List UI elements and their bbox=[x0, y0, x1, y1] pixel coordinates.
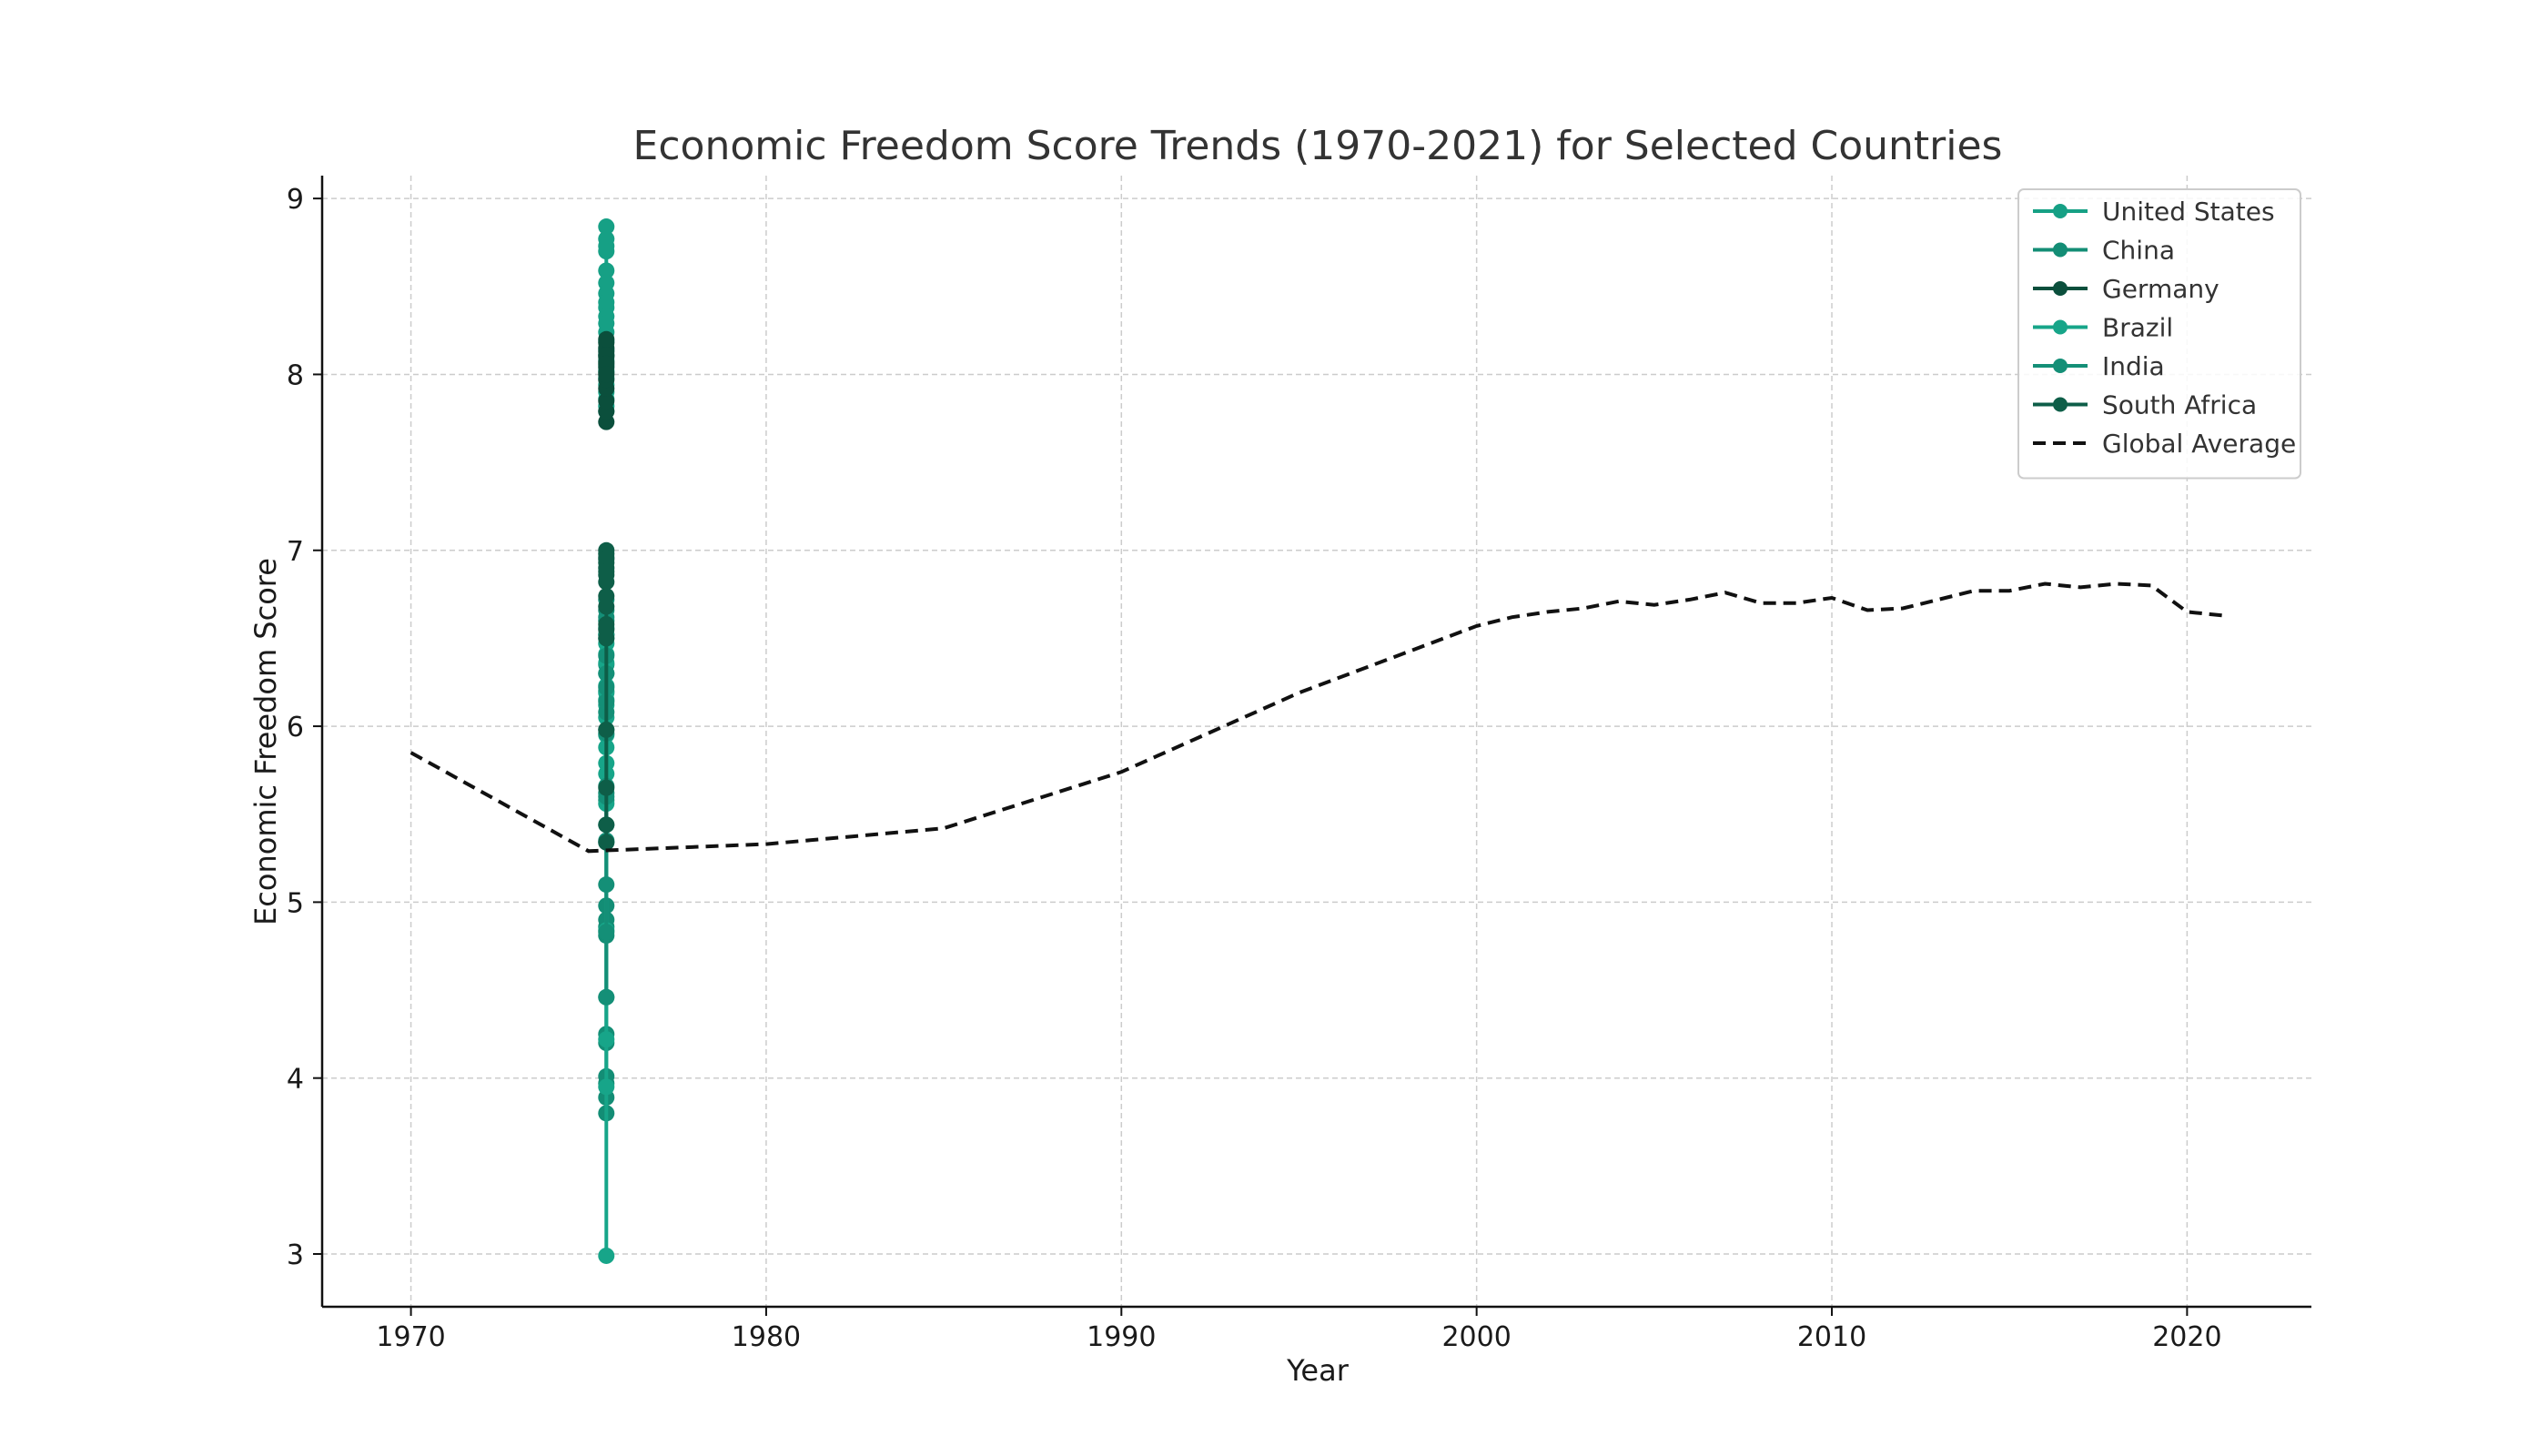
data-point-south-africa bbox=[598, 562, 615, 580]
data-point-united-states bbox=[598, 218, 615, 236]
y-tick-label: 8 bbox=[287, 359, 304, 391]
data-point-south-africa bbox=[598, 779, 615, 796]
x-tick-label: 1990 bbox=[1087, 1321, 1156, 1353]
legend-label: South Africa bbox=[2102, 390, 2257, 420]
data-point-india bbox=[598, 876, 615, 894]
y-tick-label: 3 bbox=[287, 1239, 304, 1271]
chart-title: Economic Freedom Score Trends (1970-2021… bbox=[633, 123, 2003, 169]
series-layer bbox=[410, 218, 2223, 1264]
data-point-united-states bbox=[598, 262, 615, 279]
series-germany bbox=[598, 330, 615, 430]
x-tick-label: 2010 bbox=[1797, 1321, 1866, 1353]
legend-label: Germany bbox=[2102, 274, 2219, 304]
x-axis-title: Year bbox=[1286, 1353, 1350, 1388]
x-tick-label: 2000 bbox=[1441, 1321, 1511, 1353]
data-point-brazil bbox=[598, 1247, 615, 1264]
data-point-india bbox=[598, 988, 615, 1006]
legend-item-brazil: Brazil bbox=[2033, 313, 2173, 343]
legend: United States China Germany Brazil India Sout… bbox=[2017, 188, 2301, 480]
data-point-united-states bbox=[598, 243, 615, 260]
y-tick-label: 7 bbox=[287, 536, 304, 568]
legend-marker bbox=[2053, 397, 2068, 412]
data-point-india bbox=[598, 924, 615, 941]
data-point-south-africa bbox=[598, 816, 615, 834]
data-point-south-africa bbox=[598, 551, 615, 568]
x-tick-label: 1980 bbox=[732, 1321, 801, 1353]
legend-item-china: China bbox=[2033, 236, 2175, 266]
legend-label: Brazil bbox=[2102, 313, 2173, 343]
data-point-germany bbox=[598, 330, 615, 348]
data-point-brazil bbox=[598, 1078, 615, 1096]
grid bbox=[322, 176, 2311, 1307]
legend-marker bbox=[2053, 204, 2068, 218]
legend-marker bbox=[2053, 242, 2068, 258]
legend-label: India bbox=[2102, 351, 2165, 381]
series-south-africa bbox=[598, 541, 615, 851]
data-point-south-africa bbox=[598, 721, 615, 738]
data-point-south-africa bbox=[598, 615, 615, 632]
axes: 1970 1980 1990 2000 2010 2020 3 4 5 6 7 8 9 bbox=[287, 176, 2311, 1353]
y-axis-title: Economic Freedom Score bbox=[248, 558, 283, 925]
legend-label: Global Average bbox=[2102, 429, 2296, 459]
data-point-south-africa bbox=[598, 588, 615, 605]
legend-item-united-states: United States bbox=[2033, 197, 2275, 227]
series-global-average bbox=[410, 581, 2223, 854]
x-tick-label: 2020 bbox=[2152, 1321, 2221, 1353]
data-point-brazil bbox=[598, 1031, 615, 1048]
legend-label: United States bbox=[2102, 197, 2275, 227]
data-point-germany bbox=[598, 366, 615, 383]
legend-item-india: India bbox=[2033, 351, 2165, 381]
data-point-germany bbox=[598, 392, 615, 410]
legend-item-global-average: Global Average bbox=[2033, 429, 2296, 459]
legend-item-south-africa: South Africa bbox=[2033, 390, 2257, 420]
y-tick-label: 6 bbox=[287, 712, 304, 743]
series-line-global-average bbox=[410, 581, 2223, 854]
y-tick-label: 4 bbox=[287, 1064, 304, 1096]
legend-item-germany: Germany bbox=[2033, 274, 2219, 304]
legend-marker bbox=[2053, 319, 2068, 335]
legend-label: China bbox=[2102, 236, 2175, 266]
legend-marker bbox=[2053, 359, 2068, 373]
data-point-south-africa bbox=[598, 834, 615, 851]
y-tick-label: 5 bbox=[287, 887, 304, 919]
x-tick-label: 1970 bbox=[376, 1321, 445, 1353]
legend-marker bbox=[2053, 281, 2068, 296]
y-tick-label: 9 bbox=[287, 184, 304, 216]
legend-frame bbox=[2017, 188, 2301, 480]
